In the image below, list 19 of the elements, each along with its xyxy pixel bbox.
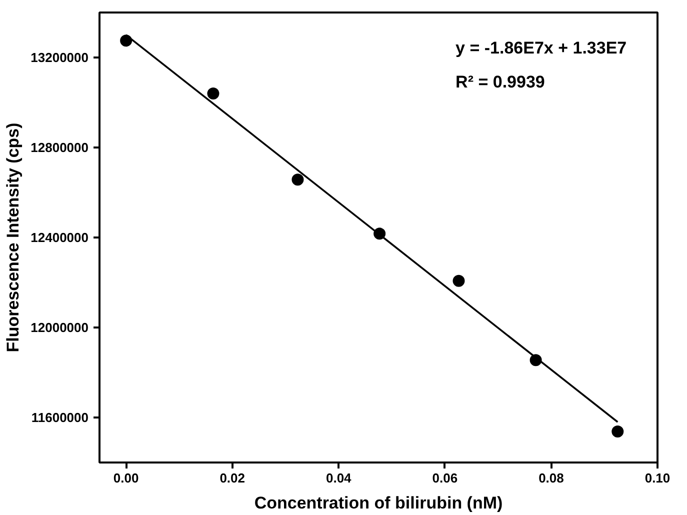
point: [452, 274, 465, 287]
y-tick-label: 12400000: [30, 230, 89, 245]
x-tick-label: 0.08: [538, 470, 564, 486]
point: [207, 88, 220, 100]
x-tick-label: 0.00: [113, 470, 139, 486]
y-tick-label: 13200000: [30, 50, 89, 65]
annotation: y = -1.86E7x + 1.33E7: [456, 38, 627, 58]
point: [292, 174, 304, 186]
y-axis-title: Fluorescence Intensity (cps): [4, 122, 23, 352]
y-tick-label: 11600000: [31, 410, 88, 425]
x-tick-label: 0.04: [326, 470, 352, 486]
y-tick-label: 12800000: [30, 140, 89, 155]
x-axis-title: Concentration of bilirubin (nM): [254, 494, 503, 512]
annotation: R² = 0.9939: [456, 72, 545, 92]
x-tick-label: 0.10: [644, 470, 670, 486]
x-tick-label: 0.06: [432, 470, 458, 486]
y-tick-label: 12000000: [30, 320, 89, 335]
x-tick-label: 0.02: [220, 470, 246, 486]
point: [612, 425, 624, 438]
